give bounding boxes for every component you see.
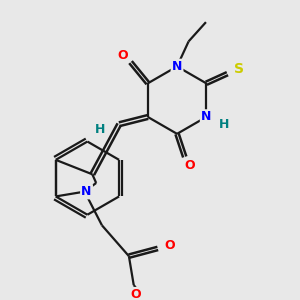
Text: H: H xyxy=(95,122,105,136)
Text: O: O xyxy=(184,159,195,172)
Text: N: N xyxy=(201,110,211,124)
Text: N: N xyxy=(172,60,182,73)
Text: H: H xyxy=(218,118,229,131)
Text: N: N xyxy=(81,185,92,198)
Text: O: O xyxy=(130,288,141,300)
Text: O: O xyxy=(164,239,175,252)
Text: S: S xyxy=(234,62,244,76)
Text: O: O xyxy=(118,49,128,62)
